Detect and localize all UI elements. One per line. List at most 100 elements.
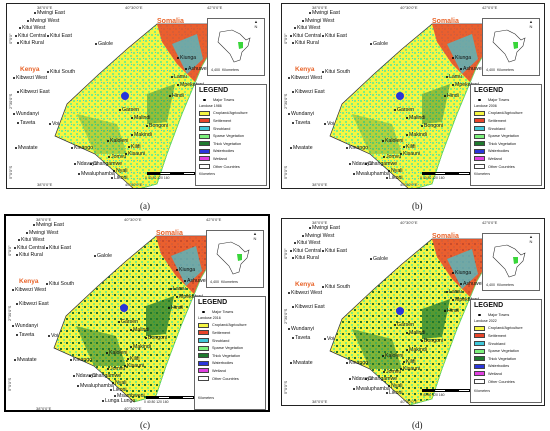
town-label: Ashuwei [460,281,483,287]
legend-item: Waterbodies [474,363,538,371]
town-label: Kibwezi West [13,75,47,81]
town-label: Kitui Rural [16,252,43,258]
town-label: Kibwezi West [288,290,322,296]
town-label: Voi [49,121,59,127]
legend-item: Wetland [474,155,538,163]
town-label: Kitui East [47,33,72,39]
longitude-label: 38°0'0"E [312,399,328,404]
map-panel: 38°0'0"E 38°0'0"E 40°30'0"E 40°30'0"E 42°0'0… [4,214,270,412]
town-label: Kinango [71,145,93,151]
town-label: Ashuwei [185,66,208,72]
town-label: Malindi [406,330,425,336]
country-label-kenya: Kenya [295,66,315,73]
longitude-label: 42°0'0"E [207,5,223,10]
town-label: Mwatate [14,357,37,363]
town-label: Garsen [394,107,414,113]
legend-title: LEGEND [198,299,228,306]
scale-bar-labels: 0 40 80 120 160 [420,393,445,397]
longitude-label: 42°0'0"E [482,220,498,225]
inset-scale-label: 4,400 Kilometers [486,68,514,72]
north-arrow-icon: ▲ N [529,234,533,244]
town-label: Mwatate [290,145,313,151]
legend-item: Other Countries [199,163,263,171]
legend-item-major-towns: Major Towns [199,96,263,104]
legend: LEGEND Major Towns Landuse 2022 Cropland/Ag… [470,299,542,403]
panel-caption: (b) [412,201,423,211]
legend-subtitle: Landuse 2006 [474,103,497,108]
town-label: Hindi [444,308,459,314]
scale-bar [146,396,194,399]
legend-subtitle: Landuse 2016 [198,315,221,320]
latitude-label: 5°0'0"S [283,380,288,394]
longitude-label: 40°30'0"E [125,182,143,187]
town-label: Mpeketoni [177,82,204,88]
town-label: Mwaluphamba [77,383,114,389]
legend-item: Cropland/Agriculture [474,110,538,118]
latitude-label: 5°0'0"S [7,377,12,391]
country-label-somalia: Somalia [432,233,459,240]
longitude-label: 38°0'0"E [36,217,52,222]
town-label: Taveta [16,332,34,338]
town-label: Mpeketoni [176,294,203,300]
latitude-label: 2°30'0"S [8,93,13,109]
town-label: Kitui Rural [292,255,319,261]
town-label: Mwingi West [26,230,58,236]
town-label: Kibwezi West [288,75,322,81]
legend-subtitle: Landuse 1986 [199,103,222,108]
legend-item: Shrubland [474,340,538,348]
country-label-kenya: Kenya [20,66,40,73]
town-label: Kibwezi East [292,89,325,95]
town-label: Kitui West [19,25,45,31]
town-label: Makindi [131,132,152,138]
legend-item: Settlement [474,332,538,340]
town-label: Kisauni [124,363,144,369]
town-label: Ashuwei [460,66,483,72]
legend-item: Cropland/Agriculture [474,325,538,333]
town-label: Hindi [168,305,183,311]
longitude-label: 38°0'0"E [37,5,53,10]
inset-scale-label: 4,400 Kilometers [211,68,239,72]
town-label: Galole [94,253,112,259]
town-label: Kitui Central [14,245,45,251]
legend-item: Shrubland [198,337,262,345]
town-label: Kibwezi East [292,304,325,310]
town-label: Malindi [131,115,150,121]
latitude-label: 5°0'0"S [283,165,288,179]
town-label: Kilifi [127,356,140,362]
scale-bar [422,172,470,175]
scale-bar-unit: Kilometers [474,389,491,393]
town-label: Kinango [346,145,368,151]
town-label: Kitui Rural [17,40,44,46]
town-label: Nyali [112,380,127,386]
town-label: Kibwezi East [17,89,50,95]
legend-title: LEGEND [199,87,229,94]
legend-item: Shrubland [199,125,263,133]
legend-item: Wetland [198,367,262,375]
longitude-label: 40°30'0"E [400,220,418,225]
town-label: Kitui West [18,237,44,243]
town-label: Kaloleni [382,138,403,144]
town-label: Kisauni [125,151,145,157]
town-label: Mwingi East [34,10,65,16]
scale-bar-labels: 0 40 80 120 160 [145,176,170,180]
town-label: Likoni [386,175,403,181]
legend-item: Sparse Vegetation [199,132,263,140]
town-label: Ndavaya [74,161,97,167]
town-label: Kilifi [403,144,416,150]
town-label: Kitui East [322,248,347,254]
inset-map: ▲ N 4,400 Kilometers [482,233,540,291]
town-label: Bongoni [145,335,167,341]
panel-caption: (d) [412,420,423,430]
town-label: Makindi [406,347,427,353]
town-label: Jomvu [383,154,401,160]
town-label: Galole [370,41,388,47]
town-label: Lamu [446,289,462,295]
town-label: Voi [324,336,334,342]
town-label: Kisauni [400,151,420,157]
legend-item: Wetland [199,155,263,163]
town-label: Bongoni [421,123,443,129]
town-label: Likoni [386,390,403,396]
town-label: Kisauni [400,366,420,372]
legend-item: Shrubland [474,125,538,133]
town-label: Taveta [17,120,35,126]
